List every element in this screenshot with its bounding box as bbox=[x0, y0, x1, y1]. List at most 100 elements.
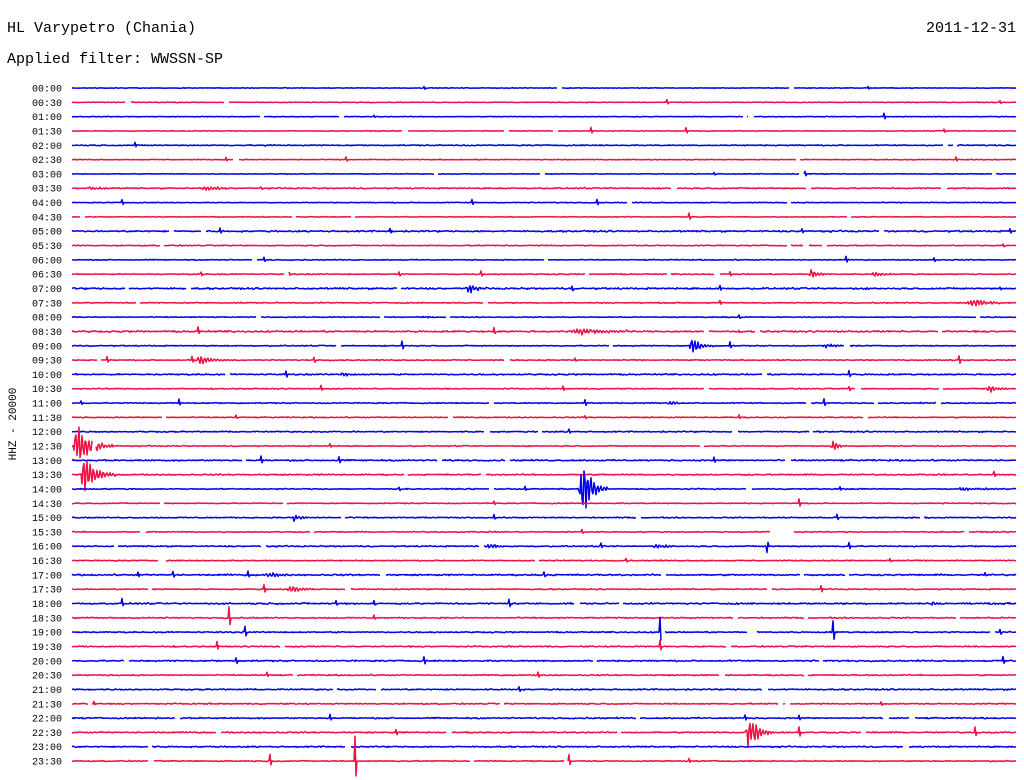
trace-21-00 bbox=[71, 685, 1017, 693]
trace-23-30 bbox=[71, 735, 1017, 777]
trace-05-30 bbox=[71, 243, 1017, 248]
time-label: 13:30 bbox=[32, 471, 62, 482]
trace-10-00 bbox=[71, 369, 1017, 378]
time-label: 08:30 bbox=[32, 328, 62, 339]
time-label: 15:00 bbox=[32, 514, 62, 525]
time-label: 07:30 bbox=[32, 299, 62, 310]
trace-03-00 bbox=[71, 170, 1017, 177]
trace-20-00 bbox=[71, 655, 1017, 665]
trace-00-30 bbox=[71, 98, 1017, 105]
date-label: 2011-12-31 bbox=[925, 20, 1016, 37]
station-title: HL Varypetro (Chania) bbox=[7, 20, 197, 37]
time-label: 09:00 bbox=[32, 342, 62, 353]
trace-13-00 bbox=[71, 455, 1017, 464]
time-label: 01:00 bbox=[32, 113, 62, 124]
time-label: 18:00 bbox=[32, 600, 62, 611]
trace-17-00 bbox=[71, 570, 1017, 578]
time-label: 18:30 bbox=[32, 614, 62, 625]
time-label: 12:30 bbox=[32, 443, 62, 454]
trace-11-00 bbox=[71, 398, 1017, 407]
trace-15-00 bbox=[71, 513, 1017, 522]
time-label: 23:00 bbox=[32, 743, 62, 754]
time-label: 22:00 bbox=[32, 715, 62, 726]
trace-21-30 bbox=[71, 700, 1017, 707]
trace-00-00 bbox=[71, 85, 1017, 91]
time-label: 12:00 bbox=[32, 428, 62, 439]
time-label: 21:00 bbox=[32, 686, 62, 697]
time-label: 00:00 bbox=[32, 85, 62, 96]
time-label: 01:30 bbox=[32, 127, 62, 138]
trace-14-30 bbox=[71, 498, 1017, 507]
time-label: 10:00 bbox=[32, 371, 62, 382]
trace-13-30 bbox=[71, 460, 1017, 492]
time-label: 17:30 bbox=[32, 586, 62, 597]
filter-label: Applied filter: WWSSN-SP bbox=[7, 51, 224, 68]
trace-01-30 bbox=[71, 126, 1017, 134]
time-label: 06:30 bbox=[32, 271, 62, 282]
trace-15-30 bbox=[71, 528, 1017, 535]
trace-19-30 bbox=[71, 639, 1017, 651]
time-label: 00:30 bbox=[32, 99, 62, 110]
trace-08-00 bbox=[71, 314, 1017, 320]
time-label: 11:00 bbox=[32, 400, 62, 411]
trace-01-00 bbox=[71, 112, 1017, 120]
trace-22-30 bbox=[71, 722, 1017, 748]
trace-09-00 bbox=[71, 339, 1017, 353]
time-label: 08:00 bbox=[32, 314, 62, 325]
time-label: 05:00 bbox=[32, 228, 62, 239]
trace-22-00 bbox=[71, 713, 1017, 721]
trace-19-00 bbox=[71, 616, 1017, 641]
time-label: 11:30 bbox=[32, 414, 62, 425]
time-label: 06:00 bbox=[32, 256, 62, 267]
time-label: 19:00 bbox=[32, 629, 62, 640]
trace-23-00 bbox=[71, 745, 1017, 749]
trace-20-30 bbox=[72, 671, 1017, 678]
time-label: 16:00 bbox=[32, 543, 62, 554]
y-axis-label: HHZ - 20000 bbox=[8, 388, 20, 461]
trace-09-30 bbox=[71, 355, 1017, 365]
time-labels: 00:00 00:30 01:00 01:30 02:00 02:30 03:00 03:30… bbox=[32, 85, 62, 769]
time-label: 09:30 bbox=[32, 357, 62, 368]
time-label: 07:00 bbox=[32, 285, 62, 296]
time-label: 23:30 bbox=[32, 758, 62, 769]
time-label: 10:30 bbox=[32, 385, 62, 396]
trace-14-00 bbox=[71, 470, 1017, 509]
time-label: 03:00 bbox=[32, 170, 62, 181]
time-label: 04:30 bbox=[32, 213, 62, 224]
traces bbox=[71, 85, 1017, 777]
trace-07-30 bbox=[71, 299, 1017, 307]
time-label: 02:30 bbox=[32, 156, 62, 167]
time-label: 17:00 bbox=[32, 571, 62, 582]
trace-07-00 bbox=[71, 284, 1017, 294]
trace-12-30 bbox=[71, 426, 1017, 459]
trace-08-30 bbox=[71, 326, 1017, 336]
trace-03-30 bbox=[71, 186, 1017, 191]
trace-18-00 bbox=[71, 597, 1017, 608]
time-label: 14:00 bbox=[32, 485, 62, 496]
trace-18-30 bbox=[71, 606, 1017, 626]
time-label: 20:30 bbox=[32, 672, 62, 683]
trace-02-00 bbox=[71, 141, 1017, 148]
trace-06-30 bbox=[71, 269, 1017, 278]
time-label: 13:00 bbox=[32, 457, 62, 468]
trace-04-00 bbox=[71, 198, 1017, 206]
trace-16-30 bbox=[71, 557, 1017, 563]
time-label: 22:30 bbox=[32, 729, 62, 740]
trace-16-00 bbox=[71, 541, 1017, 554]
time-label: 02:00 bbox=[32, 142, 62, 153]
time-label: 20:00 bbox=[32, 657, 62, 668]
time-label: 05:30 bbox=[32, 242, 62, 253]
time-label: 14:30 bbox=[32, 500, 62, 511]
time-label: 04:00 bbox=[32, 199, 62, 210]
time-label: 16:30 bbox=[32, 557, 62, 568]
trace-12-00 bbox=[71, 428, 1017, 434]
time-label: 19:30 bbox=[32, 643, 62, 654]
time-label: 15:30 bbox=[32, 528, 62, 539]
trace-10-30 bbox=[71, 384, 1017, 393]
time-label: 21:30 bbox=[32, 700, 62, 711]
trace-05-00 bbox=[71, 227, 1017, 234]
time-label: 03:30 bbox=[32, 185, 62, 196]
trace-02-30 bbox=[71, 156, 1017, 162]
